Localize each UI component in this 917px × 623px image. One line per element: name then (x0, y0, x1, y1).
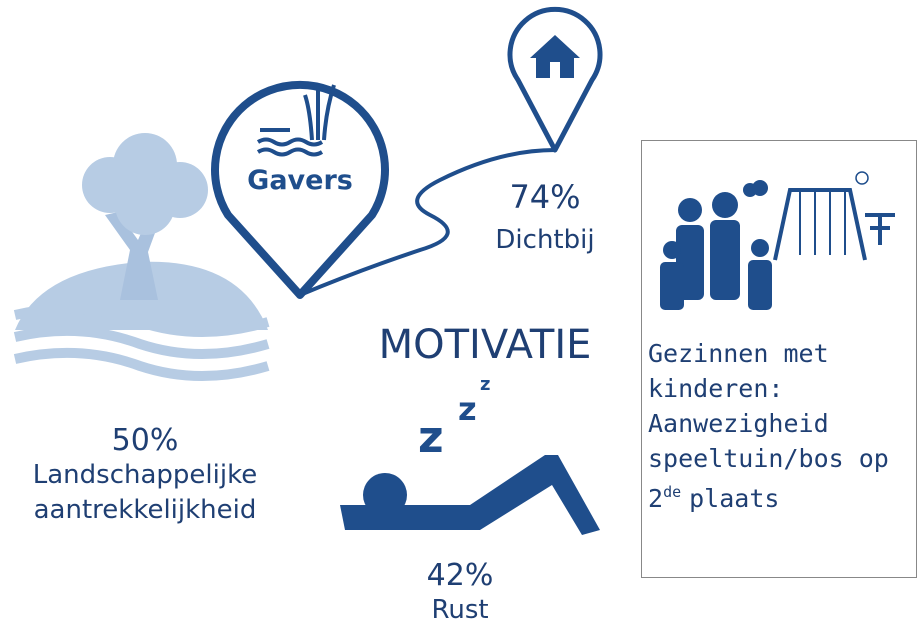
family-line: speeltuin/bos op (648, 444, 889, 473)
landscape-line: Landschappelijke (33, 460, 257, 490)
rank-rest: plaats (689, 484, 779, 513)
sleep-icon: z z z (340, 374, 600, 535)
landscape-icon (13, 133, 270, 381)
family-rank: 2de plaats (648, 483, 779, 513)
rest-label: Rust (431, 595, 488, 623)
family-icon (660, 171, 895, 310)
svg-text:z: z (418, 412, 444, 463)
svg-text:z: z (458, 390, 477, 428)
main-pin: Gavers (211, 80, 389, 299)
svg-text:z: z (480, 374, 490, 395)
proximity-label: Dichtbij (495, 225, 594, 255)
family-line: kinderen: (648, 374, 783, 403)
landscape-value: 50% (112, 423, 179, 458)
home-pin (507, 6, 603, 153)
pin-label: Gavers (247, 165, 353, 196)
proximity-value: 74% (509, 178, 580, 216)
rest-value: 42% (427, 558, 494, 593)
family-line: Aanwezigheid (648, 409, 829, 438)
rank: 2 (648, 484, 663, 513)
route (299, 148, 556, 297)
title: MOTIVATIE (379, 322, 592, 368)
family-line: Gezinnen met (648, 339, 829, 368)
rank-suffix: de (663, 483, 681, 501)
landscape-line: aantrekkelijkheid (34, 495, 257, 525)
